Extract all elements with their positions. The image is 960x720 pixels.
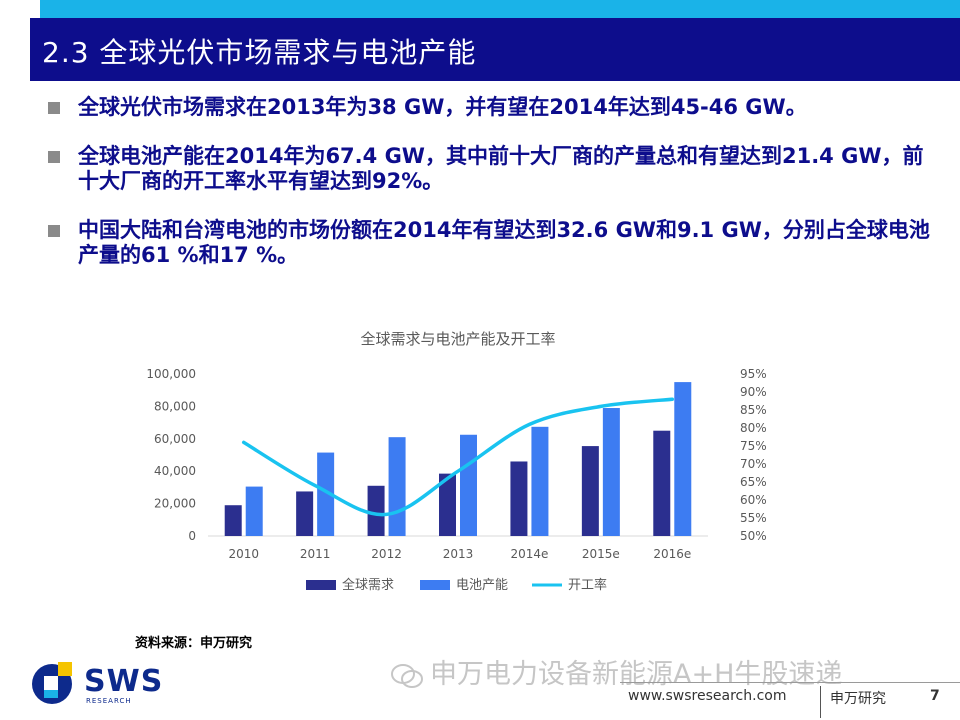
point-utilization [386, 513, 388, 515]
sws-logo: SWS RESEARCH [30, 656, 164, 714]
x-tick-label: 2012 [371, 547, 402, 561]
legend-swatch-demand [306, 580, 336, 590]
bullet-item: 中国大陆和台湾电池的市场份额在2014年有望达到32.6 GW和9.1 GW，分… [46, 218, 936, 268]
bar-demand [653, 430, 671, 536]
y-left-tick-label: 40,000 [154, 464, 196, 478]
legend-label-capacity: 电池产能 [456, 578, 508, 593]
y-left-tick-label: 60,000 [154, 432, 196, 446]
bar-demand [367, 485, 385, 536]
watermark: 申万电力设备新能源A+H牛股速递 [390, 652, 842, 691]
legend-label-demand: 全球需求 [342, 577, 394, 593]
bar-capacity [245, 486, 263, 536]
point-utilization [528, 423, 530, 425]
y-right-tick-label: 65% [740, 475, 767, 489]
y-right-tick-label: 95% [740, 367, 767, 381]
bullet-square-icon [48, 225, 60, 237]
point-utilization [243, 441, 245, 443]
legend-label-utilization: 开工率 [568, 577, 607, 593]
bullet-item: 全球光伏市场需求在2013年为38 GW，并有望在2014年达到45-46 GW… [46, 95, 936, 120]
bar-demand [581, 446, 599, 536]
bar-demand [439, 473, 456, 536]
x-tick-label: 2016e [653, 547, 691, 561]
y-left-tick-label: 20,000 [154, 497, 196, 511]
sws-logo-mark-icon [32, 662, 72, 704]
bar-capacity [602, 408, 620, 536]
y-right-tick-label: 55% [740, 511, 767, 525]
bullet-text: 全球电池产能在2014年为67.4 GW，其中前十大厂商的产量总和有望达到21.… [78, 144, 924, 193]
x-tick-label: 2013 [443, 547, 474, 561]
point-utilization [457, 470, 459, 472]
bar-capacity [531, 426, 549, 536]
bullet-text: 全球光伏市场需求在2013年为38 GW，并有望在2014年达到45-46 GW… [78, 95, 807, 119]
x-tick-label: 2014e [510, 547, 548, 561]
slide-title: 2.3 全球光伏市场需求与电池产能 [42, 36, 477, 69]
bar-demand [224, 505, 242, 536]
footer-separator [820, 686, 821, 718]
bullet-square-icon [48, 102, 60, 114]
logo-text: SWS [84, 664, 164, 699]
x-tick-label: 2015e [582, 547, 620, 561]
legend-swatch-capacity [420, 580, 450, 590]
chart-title: 全球需求与电池产能及开工率 [360, 330, 555, 348]
bar-capacity [317, 452, 335, 536]
y-left-tick-label: 0 [188, 529, 196, 543]
y-right-tick-label: 70% [740, 457, 767, 471]
footer-org: 申万研究 [830, 691, 886, 707]
bar-capacity [388, 437, 406, 536]
y-right-tick-label: 85% [740, 403, 767, 417]
top-strip [0, 0, 960, 18]
y-right-tick-label: 90% [740, 385, 767, 399]
page-number: 7 [930, 688, 940, 704]
title-accent [0, 18, 30, 81]
point-utilization [671, 398, 673, 400]
y-left-tick-label: 80,000 [154, 399, 196, 413]
x-tick-label: 2010 [228, 547, 259, 561]
bar-demand [510, 461, 528, 536]
source-note: 资料来源：申万研究 [135, 636, 253, 651]
y-left-tick-label: 100,000 [146, 367, 196, 381]
wechat-icon [391, 663, 423, 688]
y-right-tick-label: 60% [740, 493, 767, 507]
bullet-item: 全球电池产能在2014年为67.4 GW，其中前十大厂商的产量总和有望达到21.… [46, 144, 936, 194]
bar-capacity [674, 382, 692, 536]
bullet-square-icon [48, 151, 60, 163]
x-tick-label: 2011 [300, 547, 331, 561]
top-accent-bar [40, 0, 960, 18]
bar-demand [296, 491, 314, 536]
combo-chart: 全球需求与电池产能及开工率 0 20,000 40,000 60,000 80,000 10… [100, 320, 780, 610]
y-right-tick-label: 75% [740, 439, 767, 453]
title-bar: 2.3 全球光伏市场需求与电池产能 [0, 18, 960, 81]
watermark-text: 申万电力设备新能源A+H牛股速递 [430, 659, 843, 690]
bullet-text: 中国大陆和台湾电池的市场份额在2014年有望达到32.6 GW和9.1 GW，分… [78, 218, 930, 267]
bullet-list: 全球光伏市场需求在2013年为38 GW，并有望在2014年达到45-46 GW… [46, 95, 936, 292]
footer-url[interactable]: www.swsresearch.com [628, 688, 787, 704]
point-utilization [314, 485, 316, 487]
footer-divider [620, 682, 960, 683]
chart-svg: 全球需求与电池产能及开工率 0 20,000 40,000 60,000 80,000 10… [146, 330, 767, 593]
bar-capacity [460, 434, 477, 536]
y-right-tick-label: 50% [740, 529, 767, 543]
point-utilization [600, 405, 602, 407]
logo-subtext: RESEARCH [86, 697, 132, 705]
y-right-tick-label: 80% [740, 421, 767, 435]
